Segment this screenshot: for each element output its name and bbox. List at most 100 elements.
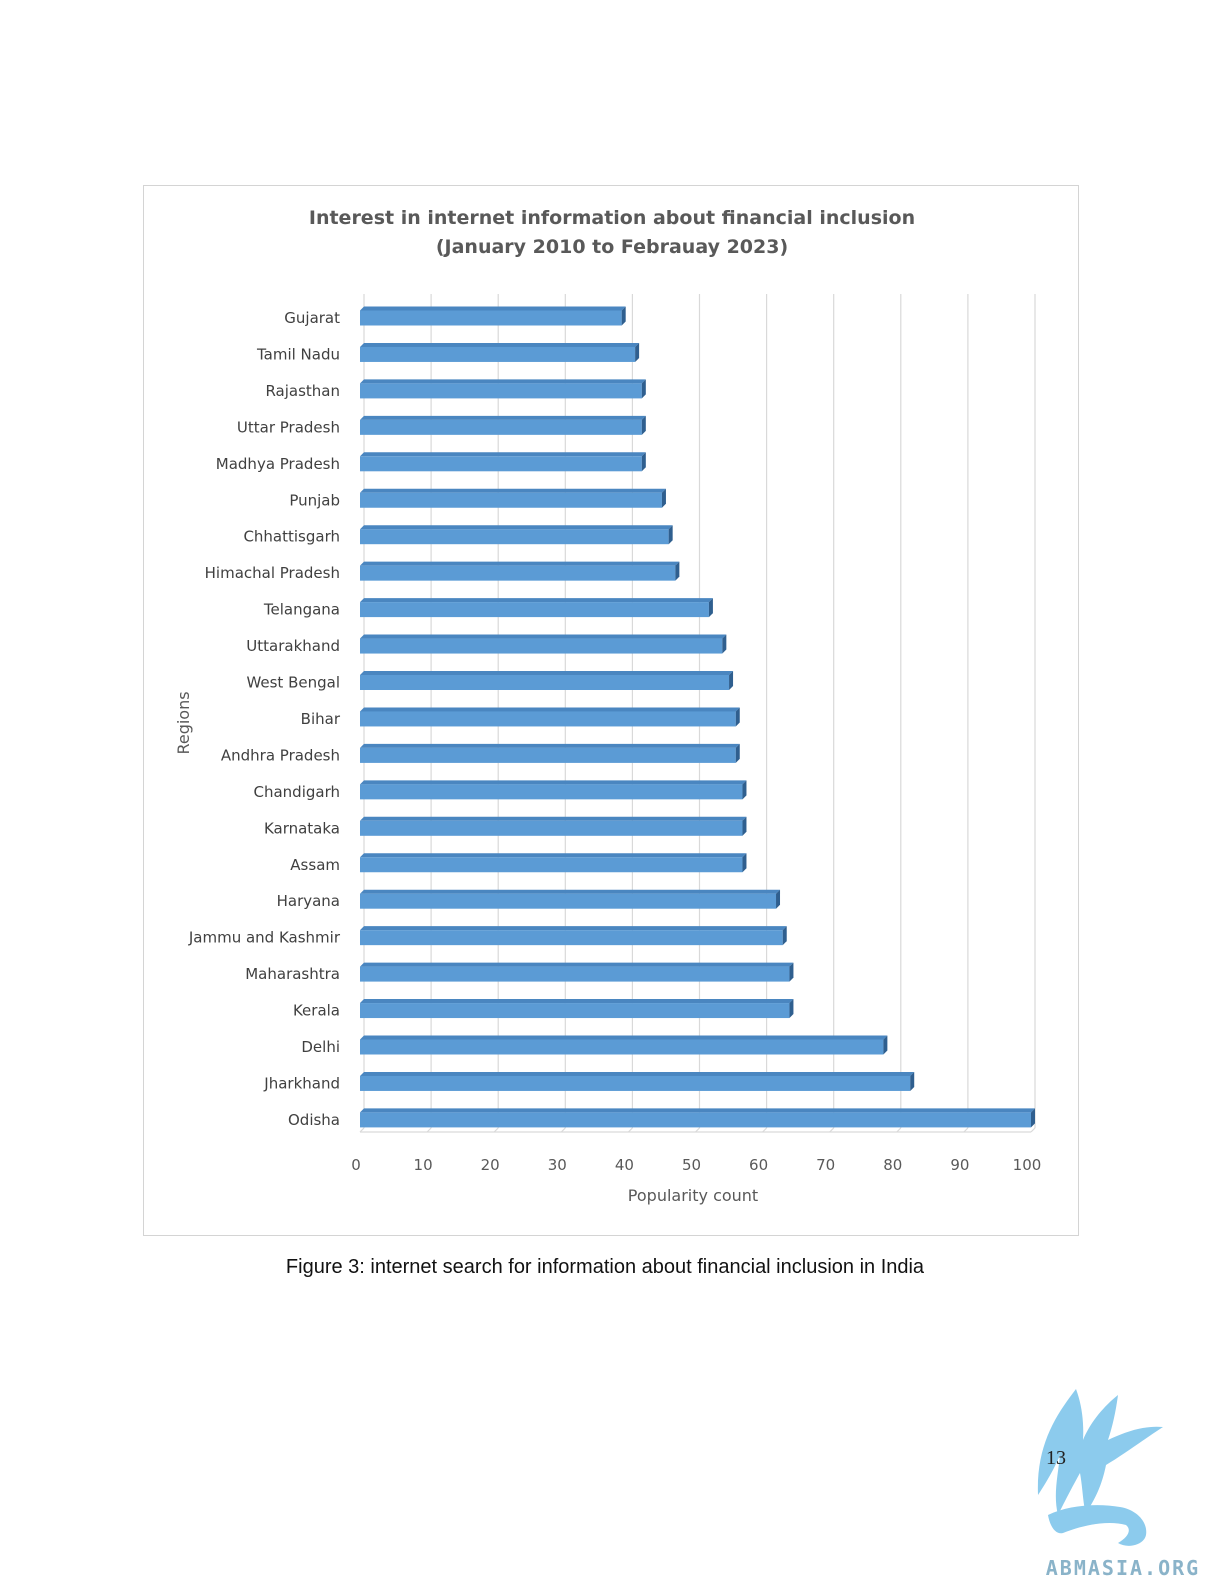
bar-top [360,488,666,493]
bar-front [360,747,736,763]
bar [360,816,747,836]
x-axis-title: Popularity count [628,1186,758,1205]
category-label: West Bengal [246,674,340,692]
category-label: Madhya Pradesh [216,455,340,473]
bar-end [641,379,646,399]
bar-top [360,853,747,858]
category-label: Chandigarh [254,783,341,801]
bar-end [661,488,666,508]
bar-top [360,598,713,603]
bar [360,379,646,399]
bar-top [360,1035,888,1040]
bar-front [360,492,662,508]
bar-front [360,820,743,836]
bar [360,561,680,581]
bar-front [360,1112,1031,1128]
y-axis-title: Regions [174,691,193,754]
gridline-floor [426,1127,432,1133]
bar-end [675,561,680,581]
bar-end [722,634,727,654]
wing-icon [1037,1389,1163,1546]
category-label: Uttar Pradesh [237,418,340,436]
bar-front [360,383,642,399]
bar-end [789,999,794,1019]
bar-front [360,784,743,800]
bar-front [360,711,736,727]
bar-end [1031,1108,1035,1128]
bar-front [360,1039,884,1055]
bar-front [360,346,636,362]
bar-front [360,1075,911,1091]
page-number: 13 [1046,1447,1066,1469]
bar-top [360,926,787,931]
bar [360,1071,915,1091]
category-label: Punjab [289,491,340,509]
bar-end [789,962,794,982]
bar-end [735,743,740,763]
bar-front [360,1003,790,1019]
gridline-floor [1030,1127,1036,1133]
category-label: Rajasthan [265,382,340,400]
category-label: Bihar [301,710,341,728]
bar-front [360,602,709,618]
bar-top [360,1108,1035,1113]
bar-top [360,306,626,311]
bar [360,342,640,362]
bar [360,452,646,472]
bar-front [360,565,676,581]
x-tick-label: 70 [816,1156,835,1174]
bar [360,671,734,690]
bar-top [360,1071,915,1076]
bar-end [635,342,640,362]
x-tick-label: 60 [749,1156,768,1174]
bar-front [360,638,723,654]
gridline-floor [560,1127,566,1133]
bar-end [735,707,740,727]
bar [360,488,666,508]
gridline-floor [829,1127,835,1133]
bar-top [360,816,747,821]
bar-top [360,561,680,566]
category-label: Gujarat [284,309,340,327]
abmasia-logo: ABMASIA.ORG [1037,1389,1198,1580]
bar-end [742,816,747,836]
bar [360,926,787,946]
bar-top [360,743,740,748]
bar-front [360,675,730,690]
category-label: Telangana [263,601,340,619]
x-tick-label: 80 [883,1156,902,1174]
bar [360,707,740,727]
gridline-floor [762,1127,768,1133]
bar-top [360,707,740,712]
chart-title-line-1: Interest in internet information about f… [309,207,915,229]
bar-front [360,857,743,873]
bar-top [360,342,640,347]
bar-front [360,893,777,909]
category-label: Haryana [277,892,340,910]
bar-front [360,419,642,435]
bar-end [641,415,646,435]
bar-top [360,780,747,785]
gridline-floor [963,1127,969,1133]
x-tick-label: 50 [682,1156,701,1174]
bar-top [360,415,646,420]
bar [360,743,740,763]
category-label: Himachal Pradesh [205,564,340,582]
gridline-floor [695,1127,700,1133]
bar-front [360,310,622,326]
bar-front [360,529,669,545]
bar-top [360,889,781,894]
bar-end [742,853,747,873]
x-tick-label: 10 [414,1156,433,1174]
bar-top [360,634,727,639]
bar-end [883,1035,888,1055]
chart-title-line-2: (January 2010 to Febrauay 2023) [436,236,788,258]
category-label: Chhattisgarh [243,528,340,546]
bar [360,1108,1035,1128]
bar [360,415,646,435]
bar-front [360,966,790,982]
gridline-floor [493,1127,499,1133]
bar-end [782,926,787,946]
x-tick-label: 40 [615,1156,634,1174]
bar [360,598,713,618]
